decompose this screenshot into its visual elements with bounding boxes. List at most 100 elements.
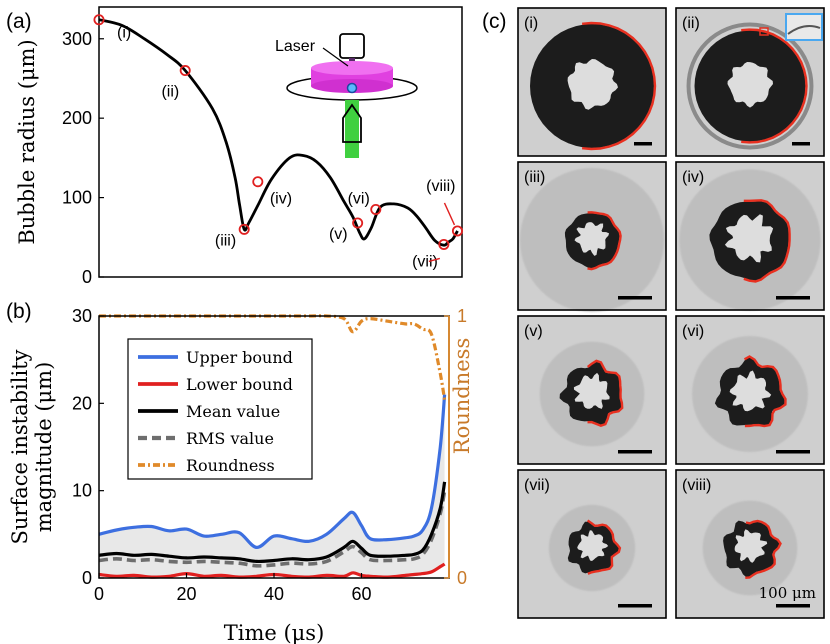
frame-5: (v) [517, 315, 667, 465]
panel-b-right-axis-label: Roundness [450, 338, 474, 454]
y-tick-label: 20 [72, 393, 92, 413]
bubble-core [734, 529, 768, 563]
radius-curve [98, 18, 459, 247]
radius-markers: (i) (ii) (iii) (iv) (v) (vi) (vii) (viii) [93, 14, 463, 270]
frame-label: (vi) [682, 323, 704, 340]
legend-entry: Lower bound [186, 375, 293, 394]
frame-marker-label: (viii) [426, 178, 455, 195]
panel-c-label: (c) [482, 10, 507, 33]
frame-2: (ii) [675, 7, 825, 157]
panel-b-y-axis-label-line1: Surface instability [8, 349, 32, 544]
bubble-focus-icon [346, 82, 358, 94]
detected-contour [743, 355, 787, 428]
frame-7: (vii) [517, 469, 667, 619]
marker-pointer [428, 257, 441, 263]
series-mean-value [98, 481, 447, 564]
frame-marker-label: (ii) [161, 84, 179, 101]
series-rms-value [98, 490, 447, 568]
frame-marker [252, 176, 264, 188]
x-tick-label: 0 [94, 584, 104, 604]
panel-a-label: (a) [6, 10, 32, 33]
right-tick-label: 0 [457, 568, 467, 588]
frame-3: (iii) [517, 161, 667, 312]
scale-bar [776, 604, 810, 608]
laser-setup-inset: Laser [275, 33, 418, 158]
frame-label: (vii) [524, 477, 550, 494]
frame-marker [352, 217, 364, 229]
frame-label: (viii) [682, 477, 711, 494]
panel-a: (a) 0 100 200 300 Bubble radius (μm) (i) (ii… [6, 6, 463, 287]
frame-marker [93, 14, 105, 26]
bubble-core [574, 222, 610, 256]
right-tick-label: 1 [457, 306, 467, 326]
panel-a-y-axis-label: Bubble radius (μm) [15, 39, 39, 244]
laser-pointer-line [322, 47, 349, 67]
frame-marker-label: (iv) [270, 191, 292, 208]
bubble-core [567, 59, 618, 110]
frame-1: (i) [517, 7, 667, 157]
frame-border [675, 315, 825, 465]
y-tick-label: 100 [62, 188, 92, 208]
panel-b-y-ticks: 0 10 20 30 [72, 306, 104, 588]
scale-bar [618, 296, 652, 300]
legend-box [127, 338, 313, 480]
legend: Upper bound Lower bound Mean value RMS valu… [127, 338, 313, 480]
frame-marker-label: (vi) [348, 191, 370, 208]
panel-b-y-axis-label-line2: magnitude (μm) [32, 362, 56, 533]
frame-marker-label: (vii) [412, 253, 438, 270]
marker-pointer [443, 202, 456, 226]
magenta-cell-top [311, 61, 393, 75]
y-tick-label: 0 [82, 568, 92, 588]
detected-contour [586, 519, 622, 575]
zoom-source-box [759, 27, 769, 36]
x-tick-label: 20 [176, 584, 196, 604]
detected-contour [586, 359, 624, 427]
frame-border [517, 161, 667, 311]
illumination-beam [345, 100, 359, 158]
series-upper-bound [98, 394, 447, 549]
frame-marker [370, 203, 382, 215]
scale-bar [618, 450, 652, 454]
frame-border [675, 161, 825, 311]
frame-marker-label: (i) [117, 25, 131, 42]
panel-c: (c) (i) (ii) (iii) (iv) (v) (vi) (vii) (viii) 10… [482, 7, 825, 619]
y-tick-label: 30 [72, 306, 92, 326]
series-lower-bound [98, 562, 446, 579]
frame-label: (v) [524, 323, 543, 340]
frame-marker [238, 223, 250, 235]
frame-4: (iv) [675, 161, 825, 311]
bubble-core [724, 214, 774, 263]
frame-label: (iv) [682, 169, 704, 186]
zoom-inset [759, 13, 823, 41]
panel-a-frame [98, 6, 463, 278]
objective-lens-icon [342, 103, 362, 143]
frame-border [675, 7, 825, 157]
frame-8: (viii) [675, 469, 825, 619]
detected-contour [587, 211, 622, 271]
panel-b-x-ticks: 0 20 40 60 [94, 573, 372, 604]
panel-b-label: (b) [6, 300, 32, 323]
scale-bar [792, 142, 810, 146]
y-tick-label: 0 [82, 267, 92, 287]
laser-head-icon [339, 33, 365, 59]
detected-contour [581, 21, 657, 151]
detected-contour [743, 199, 791, 283]
frame-marker-label: (v) [329, 226, 348, 243]
frame-border [517, 315, 667, 465]
scale-bar [776, 450, 810, 454]
legend-entry: Roundness [186, 456, 275, 475]
detected-contour [745, 519, 782, 579]
frame-label: (i) [524, 15, 538, 32]
zoom-inset-edge [787, 25, 821, 35]
x-tick-label: 40 [264, 584, 284, 604]
frame-marker [451, 225, 463, 237]
frame-label: (iii) [524, 169, 545, 186]
bounds-band [99, 394, 445, 578]
frame-border [517, 469, 667, 619]
y-tick-label: 300 [62, 29, 92, 49]
legend-entry: Mean value [186, 402, 280, 421]
microscopy-frames: (i) (ii) (iii) (iv) (v) (vi) (vii) (viii) 100 μm [517, 7, 825, 619]
frame-marker [438, 238, 450, 250]
